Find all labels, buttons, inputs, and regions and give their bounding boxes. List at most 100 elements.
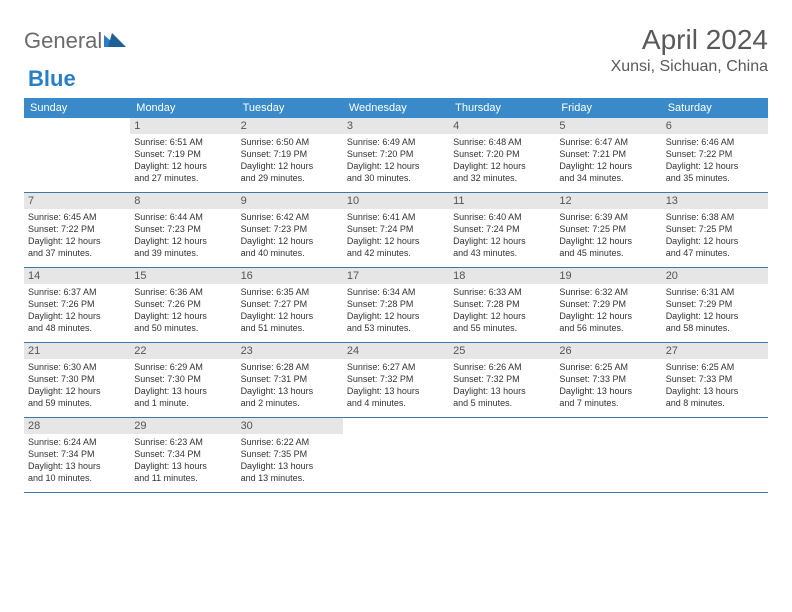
day-cell: .	[662, 418, 768, 492]
day-cell: 26Sunrise: 6:25 AMSunset: 7:33 PMDayligh…	[555, 343, 661, 417]
day-number: 16	[237, 268, 343, 284]
day-cell: 5Sunrise: 6:47 AMSunset: 7:21 PMDaylight…	[555, 118, 661, 192]
month-title: April 2024	[611, 24, 768, 56]
day-detail: Sunrise: 6:34 AMSunset: 7:28 PMDaylight:…	[347, 286, 445, 335]
day-cell: .	[555, 418, 661, 492]
day-number: 22	[130, 343, 236, 359]
day-number: 3	[343, 118, 449, 134]
day-number: 25	[449, 343, 555, 359]
day-detail: Sunrise: 6:40 AMSunset: 7:24 PMDaylight:…	[453, 211, 551, 260]
day-detail: Sunrise: 6:39 AMSunset: 7:25 PMDaylight:…	[559, 211, 657, 260]
brand-text-gray: General	[24, 28, 102, 54]
day-number: 19	[555, 268, 661, 284]
day-cell: 4 Sunrise: 6:48 AMSunset: 7:20 PMDaylight…	[449, 118, 555, 192]
day-number: 2	[237, 118, 343, 134]
day-cell: 2Sunrise: 6:50 AMSunset: 7:19 PMDaylight…	[237, 118, 343, 192]
day-number: 15	[130, 268, 236, 284]
day-cell: 7 Sunrise: 6:45 AMSunset: 7:22 PMDaylight…	[24, 193, 130, 267]
day-detail: Sunrise: 6:23 AMSunset: 7:34 PMDaylight:…	[134, 436, 232, 485]
day-cell: 24 Sunrise: 6:27 AMSunset: 7:32 PMDayligh…	[343, 343, 449, 417]
day-number: 10	[343, 193, 449, 209]
day-detail: Sunrise: 6:35 AMSunset: 7:27 PMDaylight:…	[241, 286, 339, 335]
day-number: 12	[555, 193, 661, 209]
day-number: 11	[449, 193, 555, 209]
brand-triangle-icon	[104, 31, 126, 52]
day-number: 23	[237, 343, 343, 359]
day-detail: Sunrise: 6:44 AMSunset: 7:23 PMDaylight:…	[134, 211, 232, 260]
day-number: 21	[24, 343, 130, 359]
day-number: 7	[24, 193, 130, 209]
day-number: 6	[662, 118, 768, 134]
day-number: 13	[662, 193, 768, 209]
day-detail: Sunrise: 6:22 AMSunset: 7:35 PMDaylight:…	[241, 436, 339, 485]
day-cell: .	[24, 118, 130, 192]
brand-logo: General	[24, 28, 126, 54]
day-cell: 16 Sunrise: 6:35 AMSunset: 7:27 PMDayligh…	[237, 268, 343, 342]
day-cell: 19 Sunrise: 6:32 AMSunset: 7:29 PMDayligh…	[555, 268, 661, 342]
day-detail: Sunrise: 6:33 AMSunset: 7:28 PMDaylight:…	[453, 286, 551, 335]
day-cell: 29Sunrise: 6:23 AMSunset: 7:34 PMDayligh…	[130, 418, 236, 492]
day-number: 4	[449, 118, 555, 134]
day-number: 1	[130, 118, 236, 134]
day-detail: Sunrise: 6:38 AMSunset: 7:25 PMDaylight:…	[666, 211, 764, 260]
day-number: 8	[130, 193, 236, 209]
day-detail: Sunrise: 6:45 AMSunset: 7:22 PMDaylight:…	[28, 211, 126, 260]
day-detail: Sunrise: 6:51 AMSunset: 7:19 PMDaylight:…	[134, 136, 232, 185]
day-cell: 17 Sunrise: 6:34 AMSunset: 7:28 PMDayligh…	[343, 268, 449, 342]
day-header: Sunday	[24, 98, 130, 118]
day-cell: 20 Sunrise: 6:31 AMSunset: 7:29 PMDayligh…	[662, 268, 768, 342]
calendar-body: .1Sunrise: 6:51 AMSunset: 7:19 PMDayligh…	[24, 118, 768, 493]
day-number: 9	[237, 193, 343, 209]
week-row: 7 Sunrise: 6:45 AMSunset: 7:22 PMDaylight…	[24, 193, 768, 268]
day-cell: 14Sunrise: 6:37 AMSunset: 7:26 PMDayligh…	[24, 268, 130, 342]
day-detail: Sunrise: 6:32 AMSunset: 7:29 PMDaylight:…	[559, 286, 657, 335]
brand-text-blue: Blue	[28, 66, 76, 92]
day-detail: Sunrise: 6:25 AMSunset: 7:33 PMDaylight:…	[559, 361, 657, 410]
title-block: April 2024 Xunsi, Sichuan, China	[611, 24, 768, 76]
day-cell: 8 Sunrise: 6:44 AMSunset: 7:23 PMDaylight…	[130, 193, 236, 267]
day-detail: Sunrise: 6:29 AMSunset: 7:30 PMDaylight:…	[134, 361, 232, 410]
day-cell: 30 Sunrise: 6:22 AMSunset: 7:35 PMDayligh…	[237, 418, 343, 492]
day-cell: 23 Sunrise: 6:28 AMSunset: 7:31 PMDayligh…	[237, 343, 343, 417]
day-detail: Sunrise: 6:46 AMSunset: 7:22 PMDaylight:…	[666, 136, 764, 185]
day-number: 27	[662, 343, 768, 359]
day-number: 28	[24, 418, 130, 434]
day-number: 5	[555, 118, 661, 134]
day-cell: 3 Sunrise: 6:49 AMSunset: 7:20 PMDaylight…	[343, 118, 449, 192]
day-cell: 27Sunrise: 6:25 AMSunset: 7:33 PMDayligh…	[662, 343, 768, 417]
day-detail: Sunrise: 6:28 AMSunset: 7:31 PMDaylight:…	[241, 361, 339, 410]
calendar-header-row: SundayMondayTuesdayWednesdayThursdayFrid…	[24, 98, 768, 118]
week-row: .1 Sunrise: 6:51 AMSunset: 7:19 PMDayligh…	[24, 118, 768, 193]
day-detail: Sunrise: 6:27 AMSunset: 7:32 PMDaylight:…	[347, 361, 445, 410]
day-cell: .	[449, 418, 555, 492]
day-cell: 22 Sunrise: 6:29 AMSunset: 7:30 PMDayligh…	[130, 343, 236, 417]
day-detail: Sunrise: 6:48 AMSunset: 7:20 PMDaylight:…	[453, 136, 551, 185]
day-number: 20	[662, 268, 768, 284]
day-cell: 9Sunrise: 6:42 AMSunset: 7:23 PMDaylight…	[237, 193, 343, 267]
day-cell: 15 Sunrise: 6:36 AMSunset: 7:26 PMDayligh…	[130, 268, 236, 342]
day-cell: 21 Sunrise: 6:30 AMSunset: 7:30 PMDayligh…	[24, 343, 130, 417]
day-detail: Sunrise: 6:41 AMSunset: 7:24 PMDaylight:…	[347, 211, 445, 260]
day-number: 24	[343, 343, 449, 359]
day-number: 18	[449, 268, 555, 284]
day-cell: 18 Sunrise: 6:33 AMSunset: 7:28 PMDayligh…	[449, 268, 555, 342]
week-row: 28 Sunrise: 6:24 AMSunset: 7:34 PMDayligh…	[24, 418, 768, 493]
day-cell: 13 Sunrise: 6:38 AMSunset: 7:25 PMDayligh…	[662, 193, 768, 267]
day-detail: Sunrise: 6:26 AMSunset: 7:32 PMDaylight:…	[453, 361, 551, 410]
day-cell: 28 Sunrise: 6:24 AMSunset: 7:34 PMDayligh…	[24, 418, 130, 492]
day-number: 30	[237, 418, 343, 434]
week-row: 14Sunrise: 6:37 AMSunset: 7:26 PMDayligh…	[24, 268, 768, 343]
day-header: Saturday	[662, 98, 768, 118]
day-number: 14	[24, 268, 130, 284]
day-cell: 1 Sunrise: 6:51 AMSunset: 7:19 PMDaylight…	[130, 118, 236, 192]
day-header: Tuesday	[237, 98, 343, 118]
day-cell: 10 Sunrise: 6:41 AMSunset: 7:24 PMDayligh…	[343, 193, 449, 267]
day-detail: Sunrise: 6:31 AMSunset: 7:29 PMDaylight:…	[666, 286, 764, 335]
day-detail: Sunrise: 6:24 AMSunset: 7:34 PMDaylight:…	[28, 436, 126, 485]
day-detail: Sunrise: 6:36 AMSunset: 7:26 PMDaylight:…	[134, 286, 232, 335]
day-detail: Sunrise: 6:30 AMSunset: 7:30 PMDaylight:…	[28, 361, 126, 410]
day-detail: Sunrise: 6:49 AMSunset: 7:20 PMDaylight:…	[347, 136, 445, 185]
day-header: Monday	[130, 98, 236, 118]
day-number: 17	[343, 268, 449, 284]
day-header: Wednesday	[343, 98, 449, 118]
